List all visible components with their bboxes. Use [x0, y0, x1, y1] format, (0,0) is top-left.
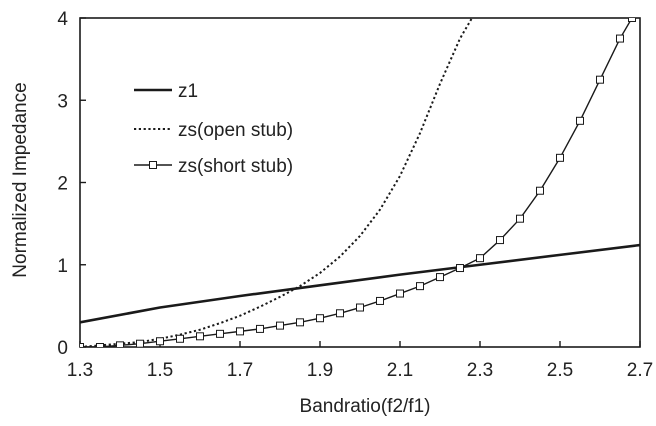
y-tick-label: 1 — [57, 256, 68, 277]
data-point-marker — [516, 214, 524, 223]
data-point-marker — [576, 116, 584, 125]
data-point-marker — [536, 186, 544, 195]
data-point-marker — [196, 332, 204, 341]
data-point-marker — [156, 337, 164, 346]
data-point-marker — [316, 314, 324, 323]
x-tick-label: 2.5 — [547, 360, 573, 381]
data-point-marker — [436, 273, 444, 282]
legend-label: zs(short stub) — [178, 156, 293, 177]
data-point-marker — [376, 296, 384, 305]
data-point-marker — [96, 343, 104, 347]
data-point-marker — [416, 282, 424, 291]
x-axis-title: Bandratio(f2/f1) — [300, 396, 431, 417]
x-tick-label: 1.9 — [307, 360, 333, 381]
data-point-marker — [80, 343, 84, 347]
series-layer — [80, 18, 640, 347]
x-tick-label: 2.7 — [627, 360, 653, 381]
x-tick-label: 1.3 — [67, 360, 93, 381]
y-tick-label: 4 — [57, 9, 68, 30]
data-point-marker — [628, 18, 636, 22]
legend-label: zs(open stub) — [178, 120, 293, 141]
data-point-marker — [176, 334, 184, 343]
data-point-marker — [236, 327, 244, 336]
data-point-marker — [496, 236, 504, 245]
data-point-marker — [276, 321, 284, 330]
data-point-marker — [616, 34, 624, 43]
plot-frame — [79, 17, 641, 348]
y-tick-label: 0 — [57, 338, 68, 359]
data-point-marker — [556, 153, 564, 162]
series-line — [80, 18, 633, 347]
data-point-marker — [136, 339, 144, 347]
y-tick-label: 2 — [57, 174, 68, 195]
data-point-marker — [216, 329, 224, 338]
data-point-marker — [336, 309, 344, 318]
y-axis-title: Normalized Impedance — [10, 82, 31, 277]
axes — [79, 17, 641, 348]
x-tick-label: 1.7 — [227, 360, 253, 381]
y-tick-label: 3 — [57, 91, 68, 112]
data-point-marker — [256, 324, 264, 333]
tick-labels: 1.3 1.5 1.7 1.9 2.1 2.3 2.5 2.7 0 1 2 3 4 — [57, 9, 653, 381]
legend-marker — [149, 161, 157, 169]
legend: z1 zs(open stub) zs(short stub) — [134, 81, 293, 177]
data-point-marker — [356, 303, 364, 312]
series-line — [80, 243, 640, 324]
data-point-marker — [596, 75, 604, 84]
data-point-marker — [396, 289, 404, 298]
data-point-marker — [116, 341, 124, 347]
series-1 — [80, 18, 473, 347]
x-tick-label: 2.1 — [387, 360, 413, 381]
x-tick-label: 2.3 — [467, 360, 493, 381]
data-point-marker — [296, 318, 304, 327]
series-0 — [80, 243, 640, 324]
series-line — [80, 18, 473, 347]
data-point-marker — [456, 264, 464, 273]
x-tick-label: 1.5 — [147, 360, 173, 381]
series-2 — [80, 18, 636, 347]
data-point-marker — [476, 254, 484, 263]
legend-label: z1 — [178, 81, 198, 102]
